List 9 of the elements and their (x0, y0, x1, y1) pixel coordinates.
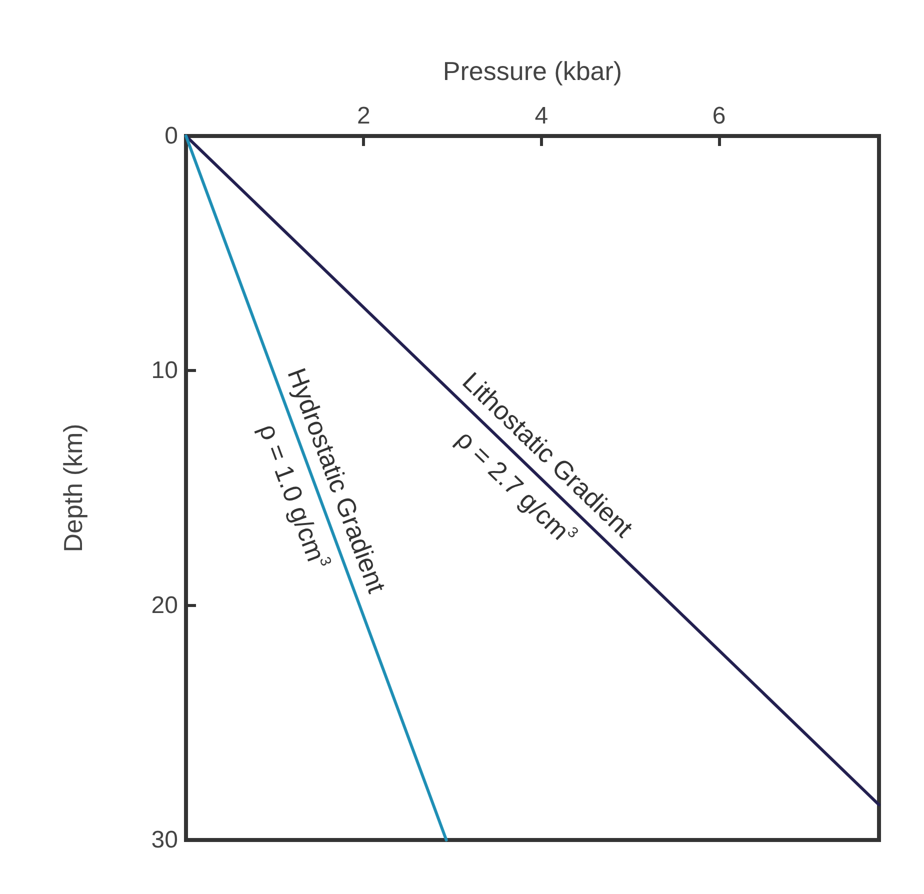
y-tick-label: 20 (151, 592, 178, 619)
x-tick-label: 6 (712, 102, 726, 130)
y-tick-label: 30 (151, 826, 178, 854)
y-axis-title: Depth (km) (58, 424, 88, 552)
y-tick-label: 10 (151, 357, 178, 384)
x-tick-label: 4 (534, 102, 548, 130)
y-tick-label: 0 (164, 122, 178, 150)
x-axis-title: Pressure (kbar) (442, 56, 622, 86)
x-tick-label: 2 (357, 102, 370, 130)
